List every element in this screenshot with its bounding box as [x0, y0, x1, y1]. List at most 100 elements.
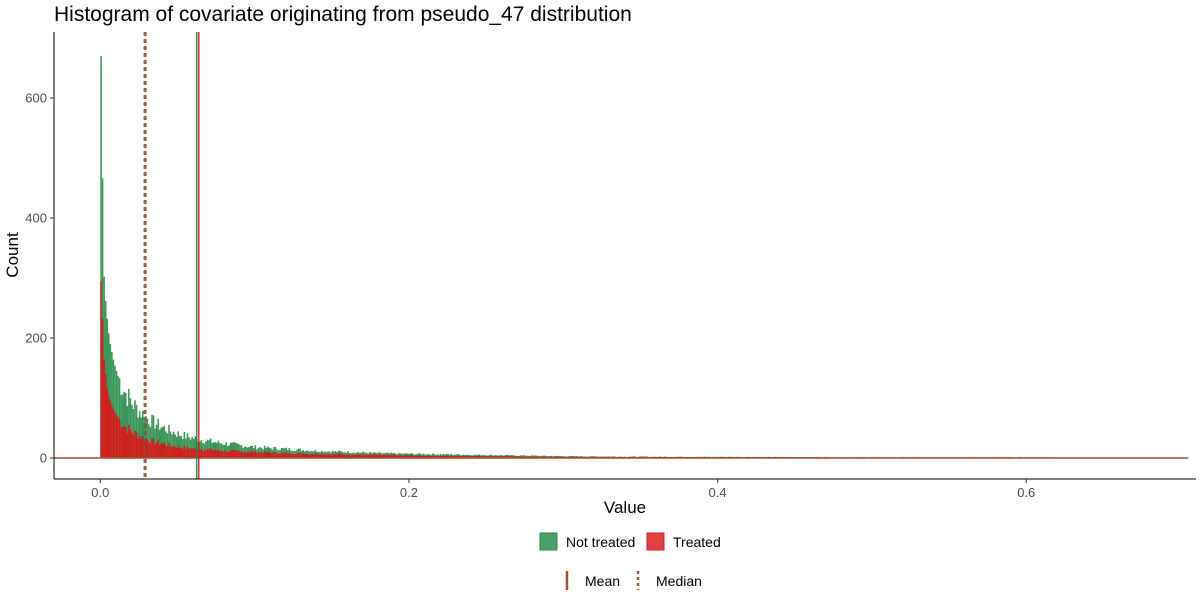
- histogram-bar-treated: [270, 452, 272, 458]
- histogram-bar-treated: [101, 318, 104, 458]
- series-not-treated: [100, 56, 1181, 458]
- histogram-bar-treated: [132, 434, 135, 458]
- histogram-bar-treated: [117, 417, 119, 458]
- histogram-bar-treated: [282, 452, 284, 458]
- histogram-bar-treated: [433, 455, 436, 458]
- histogram-bar-treated: [231, 450, 234, 458]
- histogram-bar-treated: [331, 453, 334, 458]
- histogram-bar-treated: [387, 454, 389, 458]
- histogram-bar-not-treated: [172, 431, 175, 458]
- histogram-bar-treated: [118, 418, 121, 458]
- histogram-bar-treated: [242, 452, 244, 458]
- histogram-bar-treated: [373, 454, 375, 458]
- histogram-bar-treated: [425, 456, 428, 458]
- histogram-bar-treated: [123, 425, 125, 458]
- histogram-bar-treated: [393, 454, 396, 458]
- histogram-bar-treated: [342, 454, 345, 458]
- histogram-bar-not-treated: [152, 415, 155, 458]
- histogram-bar-treated: [293, 454, 295, 458]
- histogram-bar-treated: [199, 449, 201, 458]
- histogram-bar-treated: [310, 453, 312, 458]
- histogram-bar-not-treated: [111, 351, 113, 458]
- histogram-bar-treated: [211, 450, 213, 458]
- histogram-bar-treated: [254, 450, 257, 458]
- histogram-bar-treated: [421, 456, 423, 458]
- histogram-bar-not-treated: [151, 414, 153, 458]
- histogram-bar-treated: [200, 449, 203, 458]
- histogram-bar-not-treated: [154, 428, 156, 458]
- histogram-bar-treated: [478, 455, 480, 458]
- histogram-bar-treated: [296, 453, 298, 458]
- histogram-bar-treated: [138, 435, 141, 458]
- histogram-bar-treated: [535, 456, 538, 458]
- histogram-bar-treated: [124, 426, 127, 458]
- histogram-bar-treated: [121, 426, 124, 458]
- histogram-bar-not-treated: [194, 436, 196, 458]
- histogram-bar-treated: [256, 453, 258, 458]
- histogram-bar-treated: [351, 454, 354, 458]
- histogram-bar-treated: [422, 455, 425, 458]
- histogram-bar-treated: [402, 455, 405, 458]
- histogram-bar-not-treated: [138, 411, 141, 458]
- histogram-bar-not-treated: [135, 404, 138, 458]
- histogram-bar-treated: [466, 456, 468, 458]
- histogram-bar-treated: [533, 456, 536, 458]
- histogram-bar-treated: [307, 453, 309, 458]
- histogram-bar-treated: [219, 450, 221, 458]
- histogram-bar-treated: [324, 454, 326, 458]
- histogram-bar-not-treated: [149, 427, 152, 458]
- histogram-bar-treated: [188, 447, 190, 458]
- legend-label-not-treated: Not treated: [566, 534, 635, 550]
- histogram-bar-treated: [265, 452, 267, 458]
- histogram-bar-treated: [229, 450, 232, 458]
- histogram-bar-treated: [475, 456, 477, 458]
- histogram-bar-not-treated: [129, 398, 132, 458]
- histogram-bar-not-treated: [123, 391, 125, 458]
- histogram-bar-treated: [246, 452, 249, 458]
- fill-legend: Not treated Treated: [539, 532, 721, 551]
- histogram-bar-not-treated: [160, 427, 163, 458]
- histogram-bar-treated: [177, 445, 179, 458]
- histogram-bar-treated: [143, 440, 146, 458]
- histogram-bar-treated: [128, 424, 130, 458]
- histogram-bar-treated: [175, 447, 178, 458]
- histogram-bar-not-treated: [146, 418, 149, 458]
- histogram-bar-treated: [158, 444, 161, 458]
- histogram-bar-treated: [148, 442, 150, 458]
- histogram-bar-treated: [202, 450, 204, 458]
- histogram-bar-not-treated: [124, 393, 127, 458]
- histogram-bar-treated: [495, 456, 497, 458]
- histogram-bar-treated: [234, 450, 237, 458]
- histogram-bar-treated: [479, 456, 482, 458]
- histogram-bar-not-treated: [131, 404, 133, 458]
- histogram-bar-treated: [445, 455, 448, 458]
- histogram-bar-treated: [336, 454, 338, 458]
- histogram-bar-treated: [126, 433, 129, 458]
- histogram-bar-treated: [314, 453, 317, 458]
- histogram-bar-treated: [166, 446, 169, 458]
- histogram-bar-treated: [106, 387, 109, 458]
- histogram-bar-treated: [362, 454, 365, 458]
- histogram-bar-not-treated: [203, 443, 206, 458]
- histogram-bar-treated: [163, 442, 166, 458]
- histogram-bar-treated: [484, 456, 487, 458]
- histogram-bar-treated: [464, 456, 467, 458]
- histogram-bar-treated: [268, 452, 271, 458]
- histogram-bar-treated: [410, 455, 413, 458]
- histogram-bar-treated: [496, 456, 499, 458]
- histogram-bar-treated: [337, 453, 340, 458]
- histogram-bar-treated: [228, 451, 230, 458]
- histogram-bar-treated: [365, 454, 368, 458]
- histogram-bar-treated: [487, 456, 490, 458]
- histogram-bar-treated: [358, 454, 360, 458]
- histogram-bar-treated: [382, 455, 385, 458]
- histogram-bar-treated: [300, 454, 303, 458]
- histogram-bar-treated: [469, 456, 471, 458]
- histogram-bar-not-treated: [186, 433, 189, 458]
- histogram-bar-treated: [222, 451, 224, 458]
- histogram-bar-treated: [185, 448, 187, 458]
- histogram-bar-treated: [320, 453, 323, 458]
- histogram-bar-treated: [189, 449, 192, 458]
